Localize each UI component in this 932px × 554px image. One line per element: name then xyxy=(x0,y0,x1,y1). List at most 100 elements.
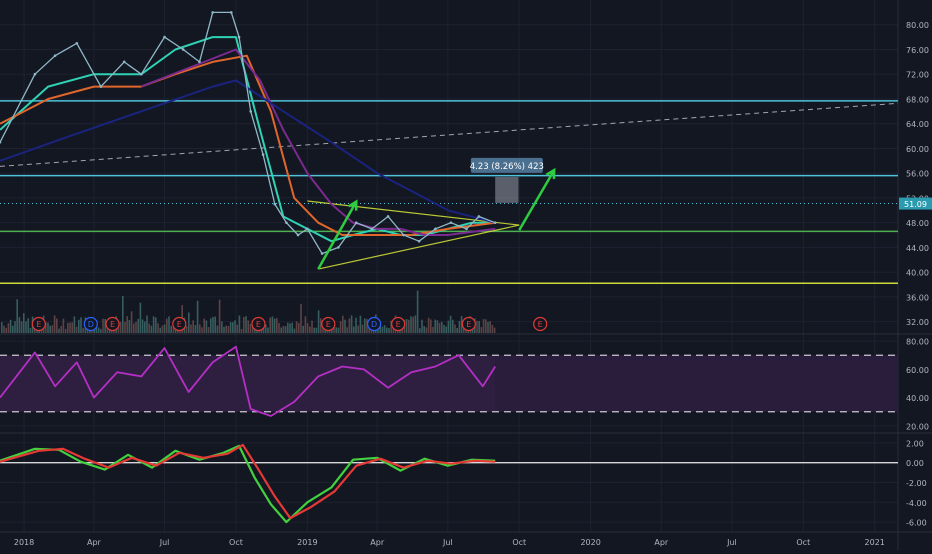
rsi-band-fill xyxy=(0,355,496,412)
volume-bar xyxy=(216,325,219,333)
volume-bar xyxy=(51,325,54,333)
earnings-marker-label: E xyxy=(538,320,543,329)
rsi-line xyxy=(0,345,496,417)
rsi-band-area xyxy=(0,354,898,413)
volume-bar xyxy=(427,317,430,333)
volume-bar xyxy=(423,326,425,333)
moving-average-line xyxy=(0,36,496,243)
price-point xyxy=(33,72,37,76)
volume-bar xyxy=(271,316,274,333)
volume-bar xyxy=(172,327,175,333)
price-axis-tick: 40.00 xyxy=(906,269,929,278)
arrow-head xyxy=(545,167,556,180)
volume-bar xyxy=(229,322,232,333)
volume-bar xyxy=(452,319,454,333)
volume-bar xyxy=(478,321,480,333)
volume-bar xyxy=(25,321,27,333)
volume-bar xyxy=(480,327,483,333)
volume-bar xyxy=(355,317,357,333)
volume-bar xyxy=(386,327,388,333)
volume-bar xyxy=(188,312,190,333)
volume-bar xyxy=(348,318,351,333)
volume-bar xyxy=(236,324,238,333)
volume-bar xyxy=(194,325,197,333)
volume-bar xyxy=(166,318,168,333)
volume-bar xyxy=(16,299,18,333)
earnings-marker xyxy=(321,316,336,332)
volume-bar xyxy=(267,327,269,333)
volume-bar xyxy=(333,325,335,333)
price-point xyxy=(320,252,324,255)
volume-bar xyxy=(278,323,280,333)
volume-bar xyxy=(390,320,392,333)
volume-bar xyxy=(317,310,320,333)
rsi-axis-tick: 20.00 xyxy=(906,422,929,431)
time-axis-tick: Oct xyxy=(512,538,526,547)
volume-bar xyxy=(119,322,122,333)
volume-bar xyxy=(350,315,353,333)
dividend-marker xyxy=(83,316,98,332)
volume-bar xyxy=(62,318,65,333)
volume-bar xyxy=(122,296,124,333)
price-axis-tick: 64.00 xyxy=(906,120,929,129)
volume-bar xyxy=(152,316,155,333)
volume-bar xyxy=(287,322,289,333)
volume-bar xyxy=(366,319,368,333)
volume-bar xyxy=(23,313,25,333)
volume-bar xyxy=(128,320,131,333)
price-axis-tick: 68.00 xyxy=(906,95,929,104)
current-price-badge xyxy=(899,197,932,210)
volume-bar xyxy=(410,316,412,333)
volume-bar xyxy=(361,324,364,333)
volume-bar xyxy=(320,318,322,333)
volume-bar xyxy=(421,319,423,333)
price-axis-tick: 56.00 xyxy=(906,170,929,179)
volume-bar xyxy=(408,319,410,333)
price-point xyxy=(181,48,185,51)
trend-lines xyxy=(0,102,899,270)
volume-bar xyxy=(383,325,386,333)
volume-bar xyxy=(445,326,447,333)
volume-bar xyxy=(359,315,362,333)
volume-bar xyxy=(306,323,309,333)
price-point xyxy=(386,215,390,218)
time-axis-tick: Apr xyxy=(654,538,669,547)
volume-bar xyxy=(150,325,153,333)
volume-bar xyxy=(174,328,177,333)
earnings-marker xyxy=(251,316,266,332)
volume-bar xyxy=(137,318,139,333)
moving-average-line xyxy=(0,54,496,236)
volume-bar xyxy=(304,316,307,333)
earnings-marker xyxy=(105,316,120,332)
price-point xyxy=(449,221,453,224)
volume-bar xyxy=(168,316,170,333)
time-axis-tick: Oct xyxy=(796,538,810,547)
volume-bar xyxy=(78,319,80,333)
volume-bar xyxy=(135,322,137,333)
macd-panel xyxy=(0,443,898,524)
volume-bar xyxy=(458,320,461,333)
volume-bar xyxy=(493,327,496,333)
volume-bar xyxy=(262,327,265,333)
price-point xyxy=(139,72,143,76)
volume-bar xyxy=(80,317,82,333)
measure-label-bg xyxy=(470,157,543,173)
price-point xyxy=(273,202,277,206)
volume-bar xyxy=(146,315,148,333)
volume-bar xyxy=(295,321,298,333)
volume-bar xyxy=(102,318,104,333)
dividend-marker-label: D xyxy=(88,320,94,329)
volume-bar xyxy=(302,325,304,333)
volume-bar xyxy=(454,324,456,333)
earnings-marker xyxy=(533,316,548,332)
price-axis-tick: 36.00 xyxy=(906,293,929,302)
price-point xyxy=(249,110,252,113)
time-axis-tick: 2021 xyxy=(865,538,885,547)
volume-bar xyxy=(430,319,432,333)
price-point xyxy=(296,233,300,237)
time-axis-tick: 2019 xyxy=(297,538,317,547)
time-axis-tick: 2018 xyxy=(14,538,34,547)
volume-bar xyxy=(159,327,161,333)
volume-bar xyxy=(309,326,311,333)
price-point xyxy=(417,239,421,243)
